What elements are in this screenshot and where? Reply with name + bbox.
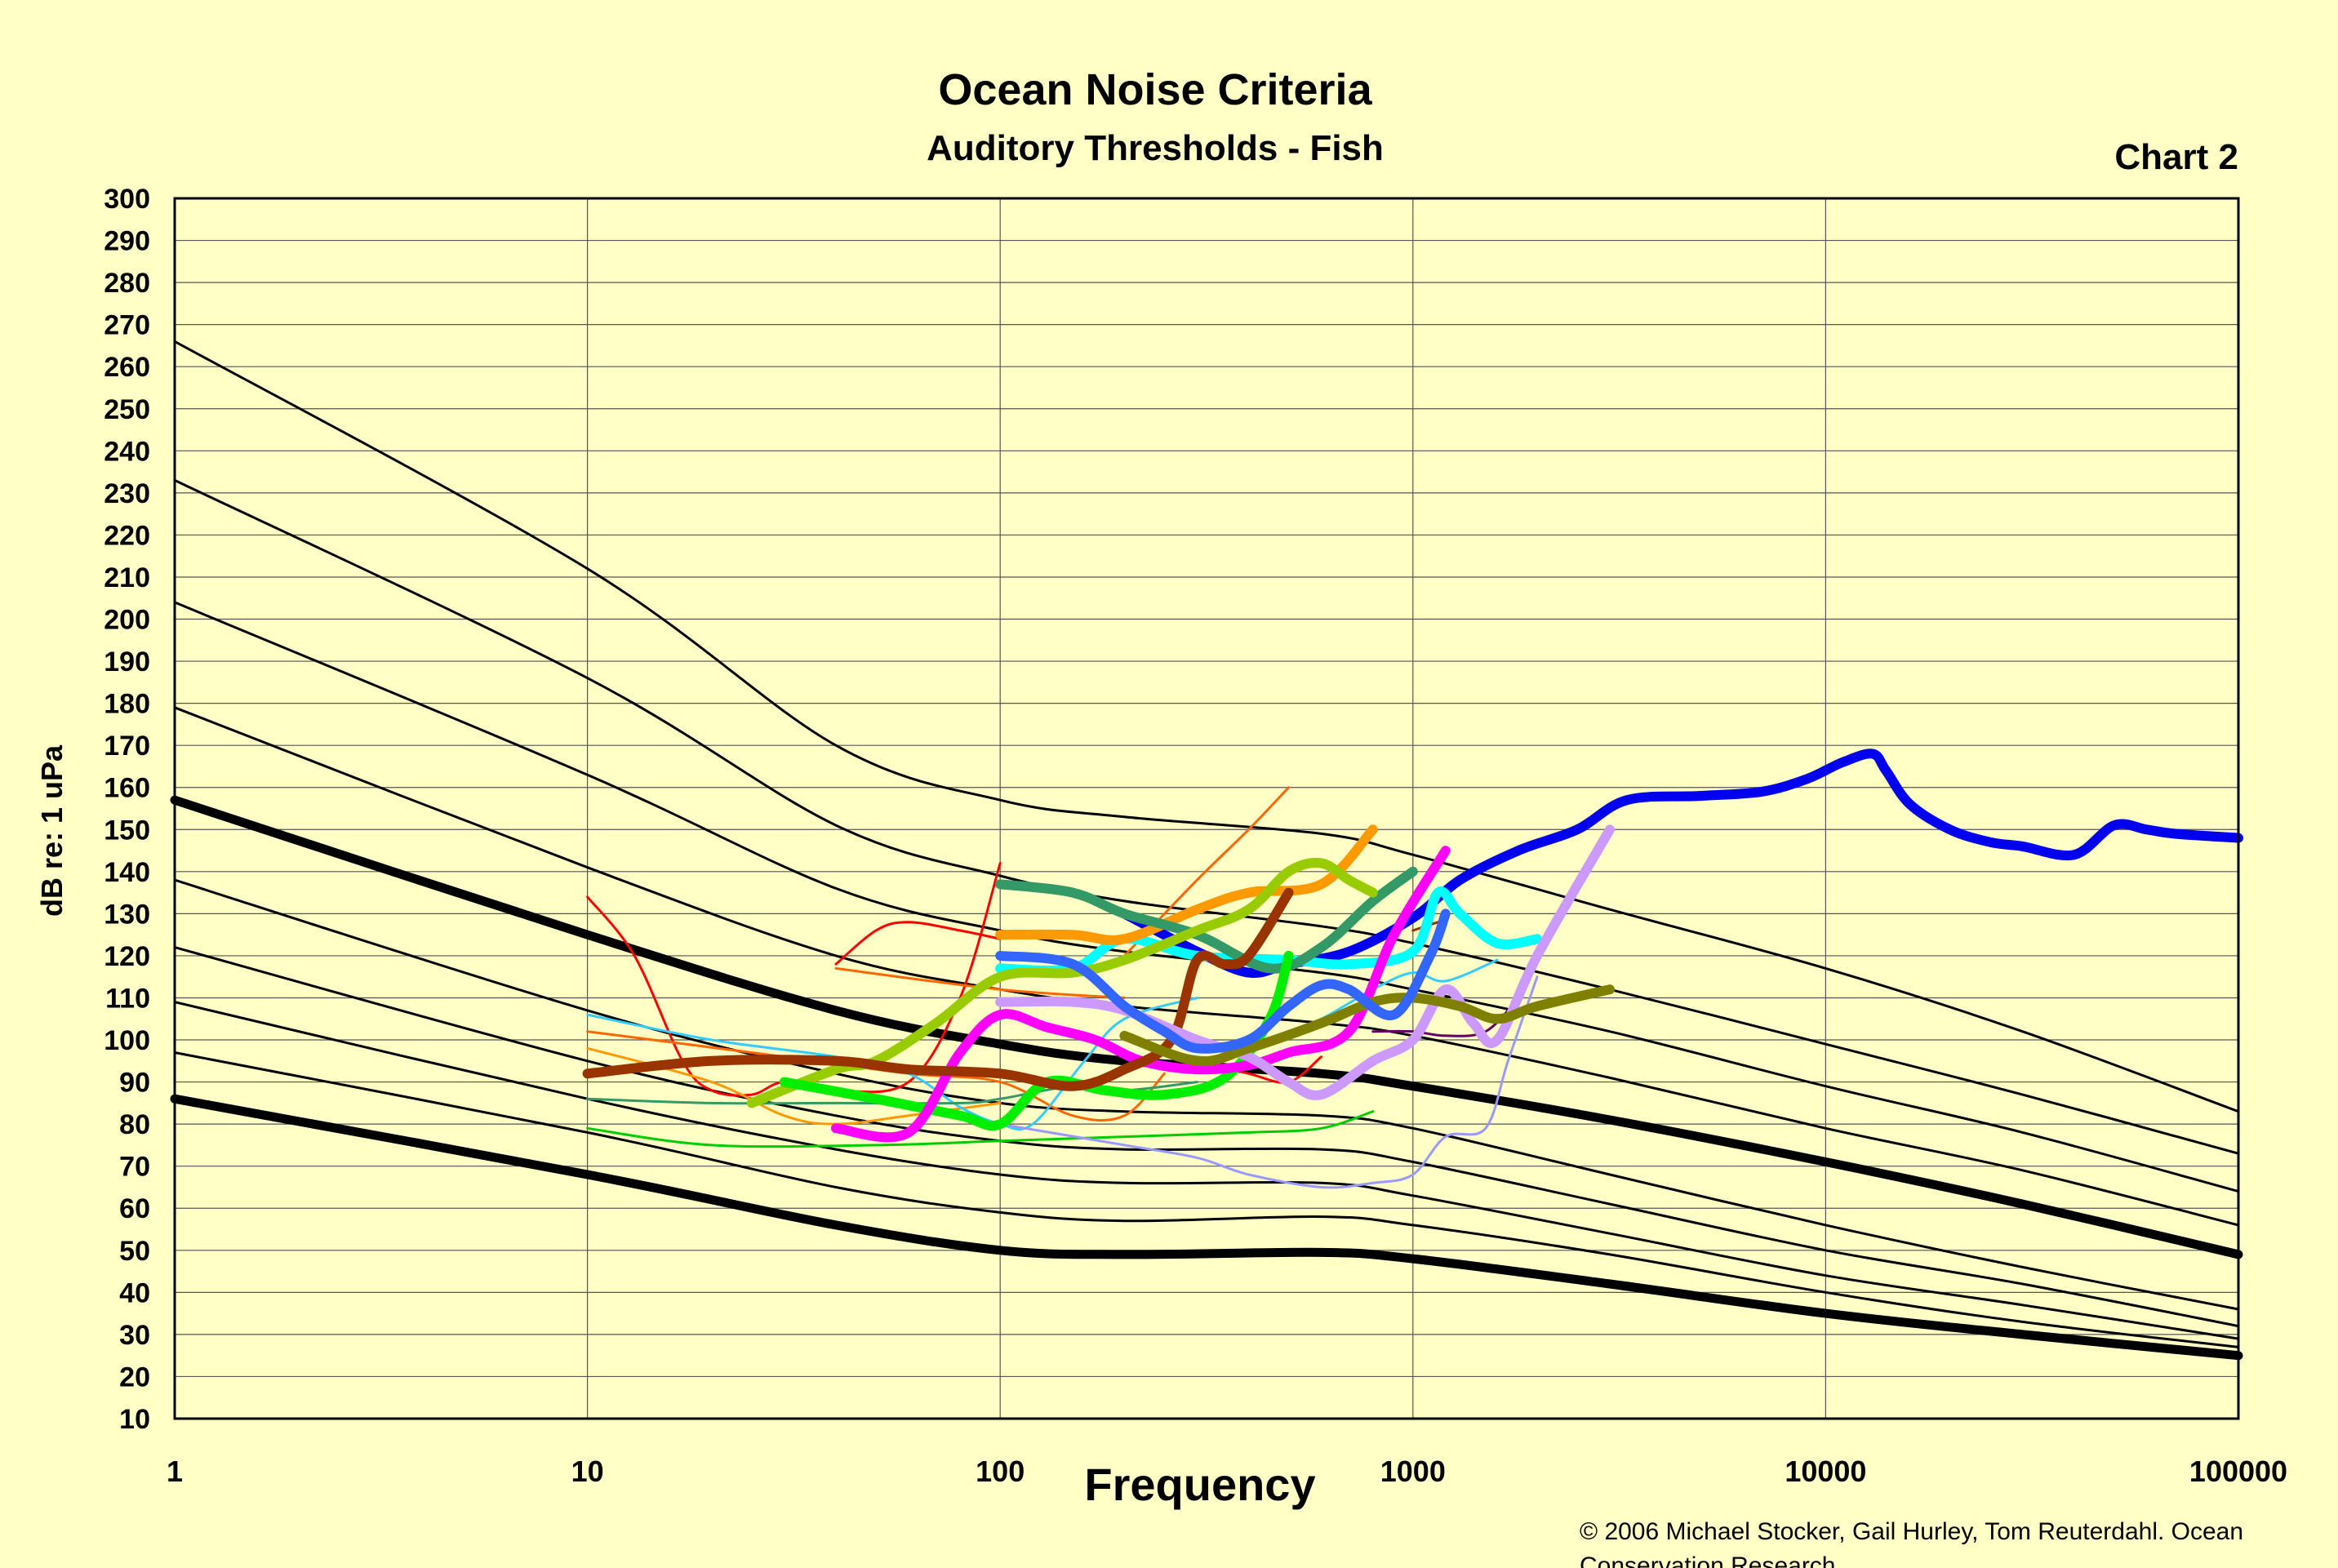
- fish-17-line: [586, 1030, 1166, 1122]
- fish-4-line: [995, 866, 1418, 974]
- fish-3-line: [995, 824, 1378, 945]
- y-tick-label: 210: [104, 562, 150, 593]
- x-axis-label: Frequency: [1084, 1459, 1315, 1510]
- criterion-2-line: [173, 1051, 2240, 1348]
- y-tick-label: 300: [104, 184, 150, 215]
- fish-threshold-series: [582, 748, 2243, 1189]
- y-tick-label: 150: [104, 815, 150, 846]
- y-tick-label: 290: [104, 226, 150, 257]
- plot-frame: [173, 197, 2240, 1420]
- fish-11-line: [995, 908, 1451, 1054]
- fish-20-line: [586, 1110, 1375, 1148]
- x-tick-label: 1: [167, 1455, 183, 1488]
- fish-22-line: [998, 975, 1539, 1189]
- y-tick-label: 260: [104, 352, 150, 383]
- y-tick-label: 250: [104, 394, 150, 425]
- x-axis-ticks: 1 10 100 1000 10000 100000: [167, 1455, 2287, 1488]
- x-tick-label: 100000: [2189, 1455, 2287, 1488]
- y-tick-label: 220: [104, 520, 150, 551]
- y-tick-label: 280: [104, 268, 150, 299]
- y-tick-label: 230: [104, 478, 150, 509]
- fish-13-line: [834, 921, 1002, 966]
- y-tick-label: 40: [119, 1277, 150, 1308]
- y-tick-label: 50: [119, 1236, 150, 1267]
- y-tick-label: 140: [104, 857, 150, 888]
- grid: [174, 198, 2239, 1419]
- chart-subtitle: Auditory Thresholds - Fish: [927, 128, 1384, 168]
- criterion-7-line: [173, 706, 2240, 1227]
- y-tick-label: 90: [119, 1068, 150, 1099]
- y-tick-label: 110: [105, 983, 150, 1014]
- x-tick-label: 10000: [1785, 1455, 1866, 1488]
- y-tick-label: 20: [119, 1361, 150, 1393]
- y-tick-label: 100: [104, 1025, 150, 1056]
- x-tick-label: 10: [571, 1455, 604, 1488]
- y-tick-label: 190: [104, 646, 150, 677]
- copyright-notice: © 2006 Michael Stocker, Gail Hurley, Tom…: [1580, 1518, 2250, 1568]
- criterion-5-line: [173, 878, 2240, 1311]
- y-tick-label: 270: [104, 310, 150, 341]
- criterion-9-line: [173, 478, 2240, 1155]
- x-tick-label: 1000: [1380, 1455, 1446, 1488]
- chart-number-label: Chart 2: [2114, 137, 2238, 177]
- criterion-6-line: [170, 795, 2243, 1259]
- criteria-curves: [170, 340, 2243, 1361]
- y-axis-label: dB re: 1 uPa: [35, 744, 69, 917]
- copyright-line-2: Conservation Research: [1580, 1552, 1836, 1568]
- criterion-10-line: [173, 340, 2240, 1113]
- x-tick-label: 100: [976, 1455, 1025, 1488]
- criterion-1-line: [170, 1094, 2243, 1361]
- y-tick-label: 240: [104, 436, 150, 467]
- fish-8-line: [582, 887, 1294, 1091]
- y-tick-label: 60: [119, 1193, 150, 1224]
- y-tick-label: 170: [104, 731, 150, 762]
- y-tick-label: 130: [104, 899, 150, 930]
- criterion-3-line: [173, 1001, 2240, 1340]
- criterion-4-line: [173, 946, 2240, 1328]
- fish-14-line: [834, 966, 1126, 999]
- y-tick-label: 160: [104, 773, 150, 804]
- chart-title: Ocean Noise Criteria: [938, 65, 1372, 114]
- y-tick-label: 30: [119, 1320, 150, 1351]
- fish-2-line: [995, 886, 1542, 976]
- copyright-line-1: © 2006 Michael Stocker, Gail Hurley, Tom…: [1580, 1518, 2243, 1545]
- y-tick-label: 180: [104, 689, 150, 720]
- y-tick-label: 70: [119, 1152, 150, 1183]
- y-tick-label: 120: [104, 941, 150, 972]
- y-tick-label: 80: [119, 1109, 150, 1140]
- fish-10-line: [1119, 984, 1615, 1067]
- y-tick-label: 10: [119, 1404, 150, 1435]
- y-axis-ticks: 10 20 30 40 50 60 70 80 90 100 110 120 130 140 150 160 1…: [104, 184, 150, 1435]
- y-tick-label: 200: [104, 605, 150, 636]
- fish-1-line: [1119, 748, 2243, 979]
